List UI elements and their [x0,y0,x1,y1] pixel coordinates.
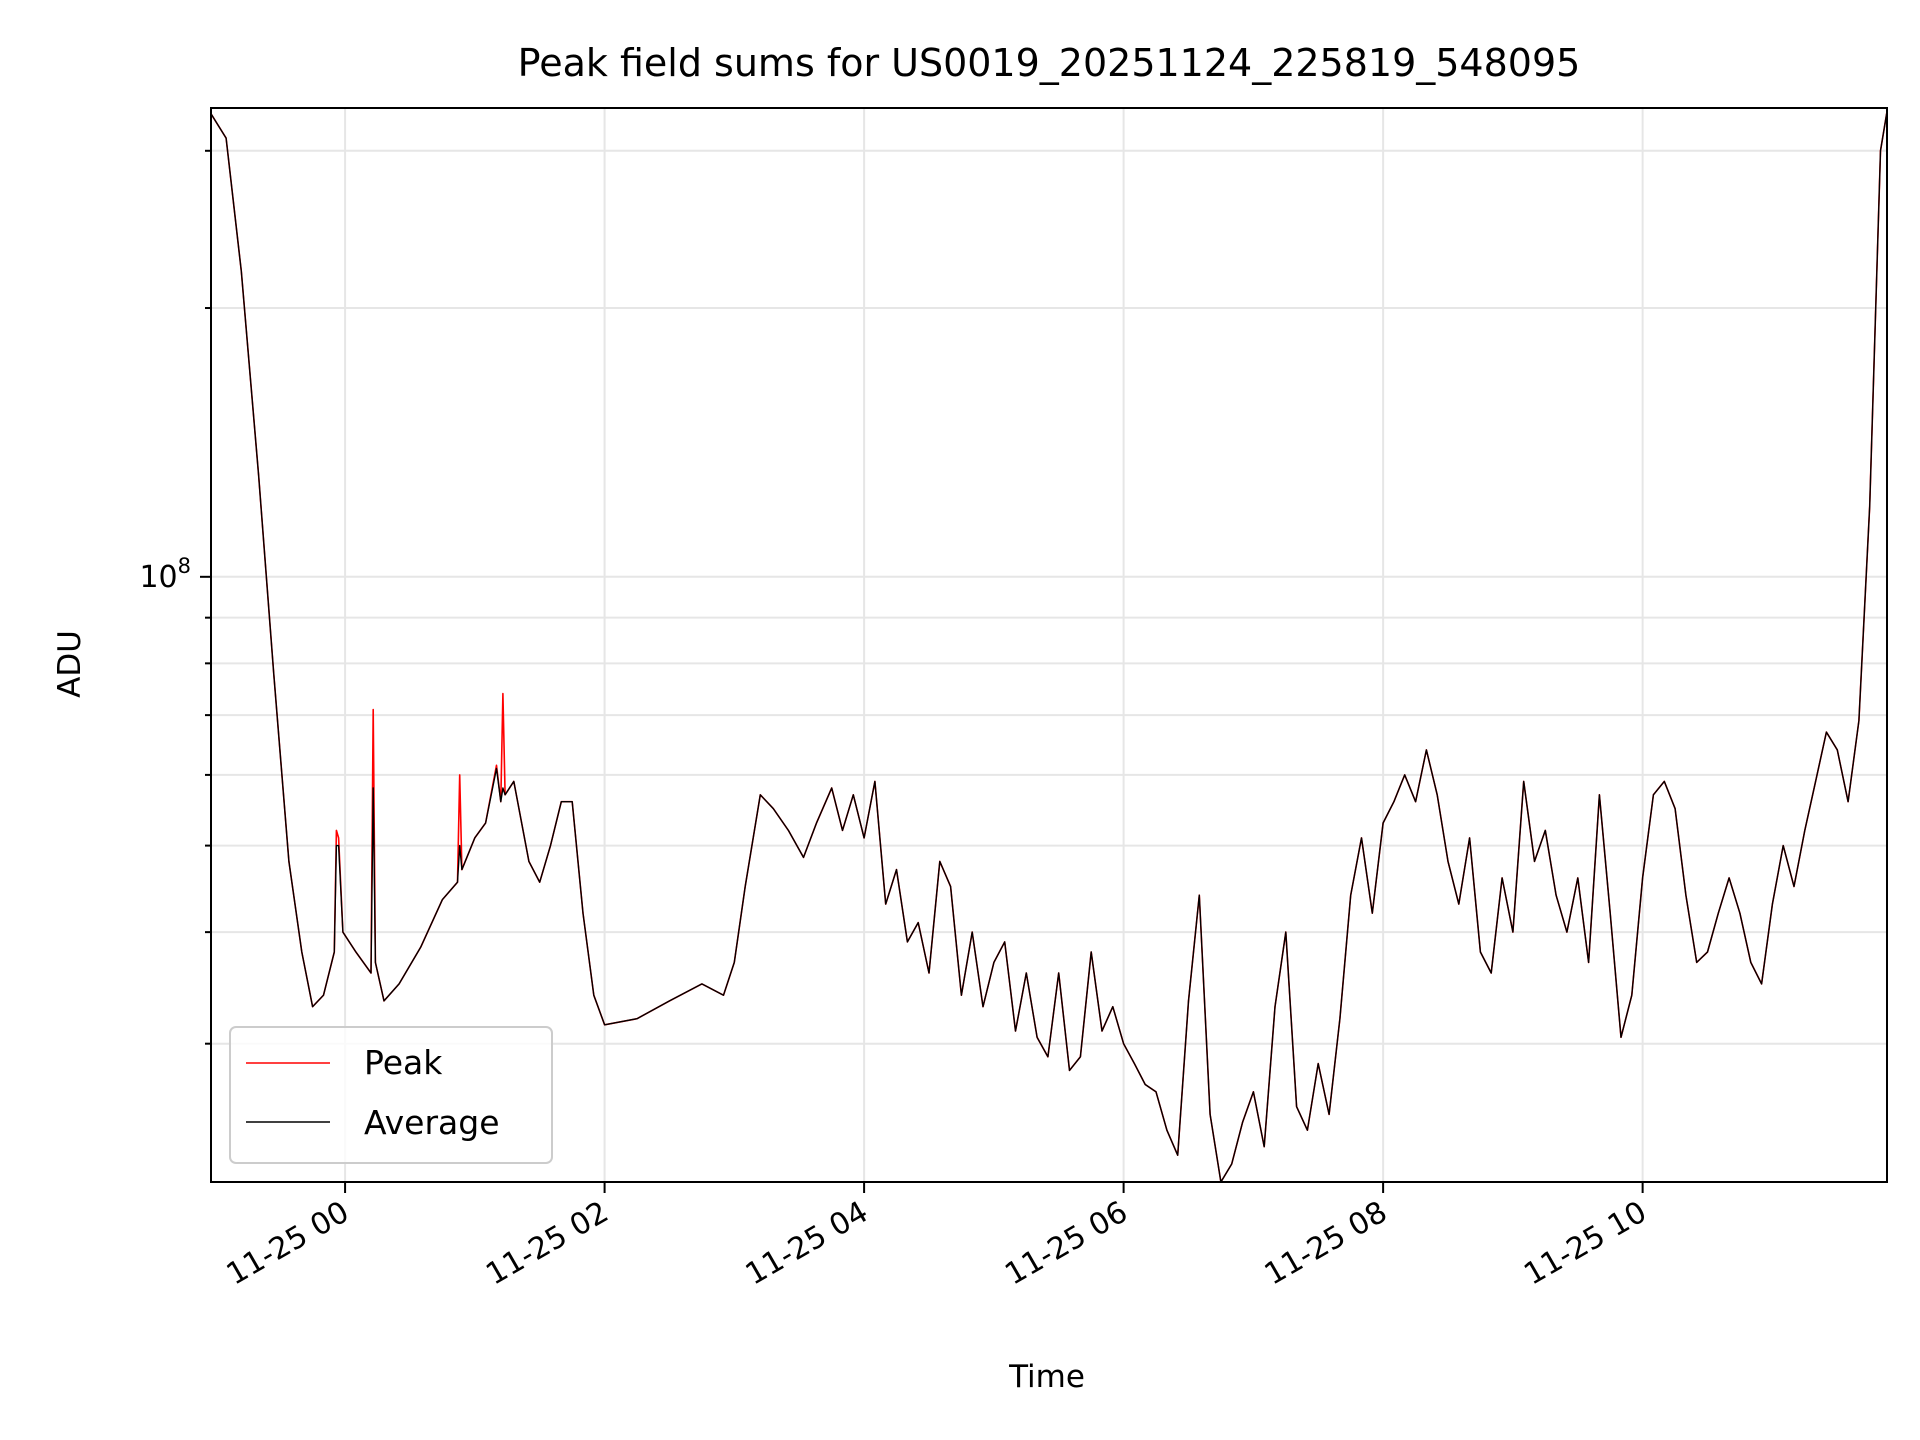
legend-box [229,1026,553,1164]
grid [211,108,1887,1182]
x-axis-label: Time [1008,1359,1085,1395]
legend-average-label: Average [364,1103,500,1142]
plot-frame [210,107,1888,1183]
y-axis-label: ADU [52,630,88,698]
legend-peak-label: Peak [364,1043,443,1082]
legend: Peak Average [229,1026,553,1164]
series-layer [210,111,1888,1183]
y-tick-label: 108 [139,554,191,595]
chart-title: Peak field sums for US0019_20251124_2258… [518,41,1581,85]
series-line-average [210,111,1888,1183]
